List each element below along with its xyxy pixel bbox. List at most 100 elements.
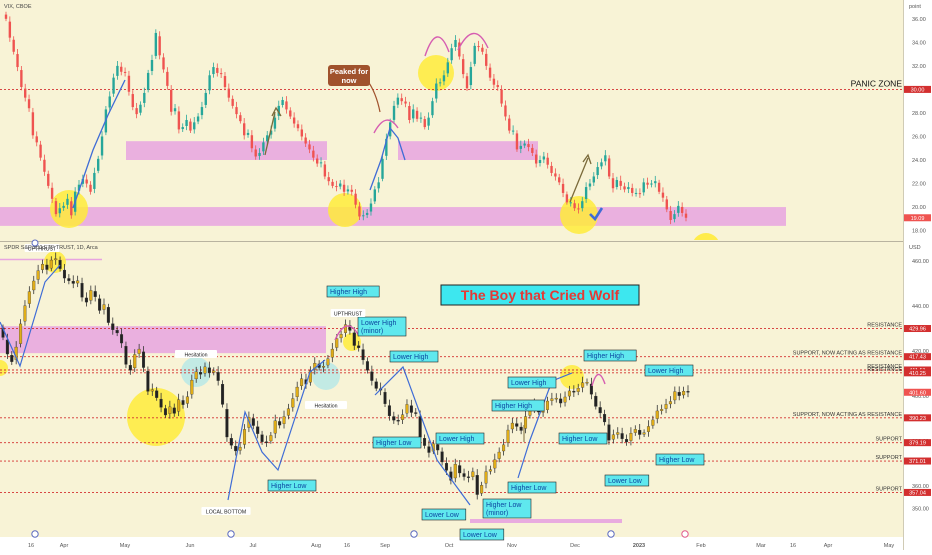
candle-body [162,57,165,70]
candle-body [58,208,61,214]
time-tick: 16 [344,543,350,549]
spy-price-axis[interactable]: 350.00360.00380.00400.00420.00440.00460.… [904,259,931,512]
dividends-icon[interactable] [410,530,418,538]
candle-body [686,391,690,393]
time-axis[interactable]: 16 Apr May Jun Jul Aug 16 Sep Oct Nov Dec 2023 Feb Ma… [28,543,895,549]
structure-label-box [267,479,317,492]
candle-body [680,206,684,213]
level-label: RESISTANCE [867,364,902,370]
candle-body [607,424,611,441]
candle-body [262,142,265,152]
candle-body [300,378,304,386]
level-badge-text: 390.23 [909,416,926,422]
note-text: UPTHRUST [28,246,57,252]
level-badge-text: 30.00 [911,87,925,93]
candle-body [154,32,158,56]
candle-body [458,465,462,474]
earnings-icon[interactable] [681,530,689,538]
highlight-circle [343,333,361,351]
level-badge [904,414,931,422]
price-tick: 440.00 [912,304,929,310]
dividends-icon[interactable] [31,530,39,538]
note-text: UPTHRUST [334,311,363,317]
candle-body [634,192,638,194]
candle-body [250,135,254,149]
dividends-icon[interactable] [31,239,39,247]
note-box [305,401,347,409]
candle-body [642,432,646,435]
level-label: SUPPORT [876,486,903,492]
level-label: RESISTANCE [867,367,902,373]
candle-body [423,438,427,446]
candle-body [196,116,200,122]
candle-body [484,471,488,484]
price-tick: 36.00 [912,17,926,23]
candle-body [510,422,514,430]
candle-body [607,158,611,177]
candle-body [538,160,542,163]
candle-body [485,53,488,66]
candle-body [541,411,545,413]
structure-label-box [435,432,485,445]
candle-body [664,404,668,409]
candle-body [611,434,615,440]
candle-body [677,392,681,396]
candle-body [654,181,657,184]
structure-label-text: Higher Low [562,436,598,443]
dividends-icon[interactable] [227,530,235,538]
price-tick: 460.00 [912,259,929,265]
candle-body [326,358,330,366]
candle-body [289,110,292,117]
dividends-icon[interactable] [607,530,615,538]
spy-bottom-zone [470,519,622,523]
candle-body [646,182,649,185]
candle-body [251,418,255,426]
candle-body [100,136,104,156]
candle-body [282,416,286,424]
chart-title: The Boy that Cried Wolf [461,287,620,303]
candle-body [339,334,343,339]
candle-body [684,213,688,218]
candle-body [43,159,46,172]
candle-body [19,323,23,344]
time-tick: May [884,543,895,549]
price-tick: 360.00 [912,484,929,490]
candle-body [611,178,615,189]
candle-body [285,101,288,110]
candle-body [89,184,92,192]
structure-label-text: Higher High [495,403,532,410]
vix-price-axis[interactable]: 18.00 20.00 22.00 24.00 26.00 28.00 30.00 32.00… [904,17,931,235]
candle-body [166,71,169,86]
candle-body [427,117,430,126]
arrow-head [271,106,282,117]
level-label: SUPPORT [876,455,903,461]
arc-marker [591,373,606,387]
candle-body [181,400,185,405]
candle-body [669,211,672,220]
time-tick: 16 [28,543,34,549]
candle-body [221,384,225,405]
candle-body [142,351,146,368]
time-tick: Dec [570,543,580,549]
candle-body [405,404,409,414]
candle-body [581,382,585,388]
candle-body [124,346,128,365]
candle-body [146,370,150,392]
candle-body [387,405,391,417]
candle-body [194,371,198,380]
candle-body [77,184,81,191]
spy-levels-layer: RESISTANCE SUPPORT, NOW ACTING AS RESISTA… [0,323,903,493]
candle-body [227,88,231,98]
candle-body [319,162,323,164]
candle-body [127,75,131,92]
candle-body [123,71,127,73]
structure-label-text: Lower High [511,380,547,387]
candle-body [177,111,181,130]
candle-body [32,280,36,291]
price-tick: 24.00 [912,158,926,164]
candle-body [534,154,538,164]
structure-label-text: Lower High [393,354,429,361]
structure-label-box [389,350,439,363]
candle-body [592,176,595,183]
